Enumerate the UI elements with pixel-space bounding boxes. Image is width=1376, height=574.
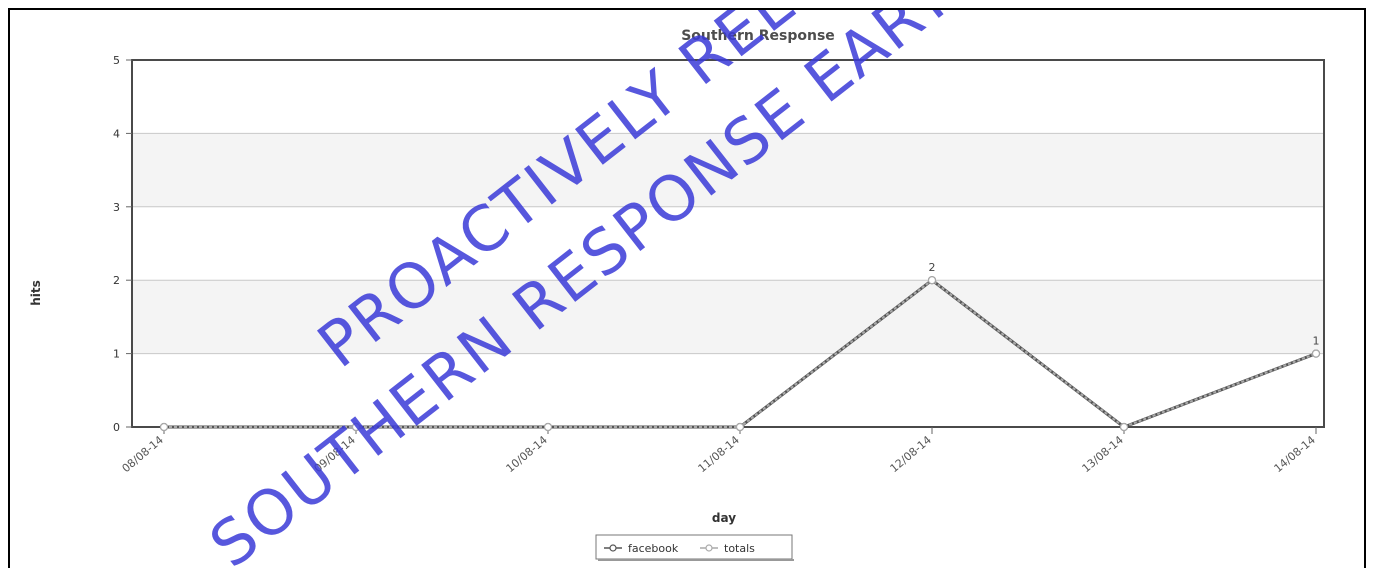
x-tick-label: 10/08-14 bbox=[504, 433, 550, 475]
x-tick-label: 11/08-14 bbox=[696, 433, 742, 475]
plot-band bbox=[132, 133, 1324, 207]
y-tick-label: 0 bbox=[113, 421, 120, 434]
data-point-totals[interactable] bbox=[927, 276, 937, 285]
legend-label: facebook bbox=[628, 542, 679, 555]
y-tick-label: 4 bbox=[113, 127, 120, 140]
chart-frame: Southern Response hits day 0 1 2 3 4 5 08/08-… bbox=[8, 8, 1366, 570]
chart-title: Southern Response bbox=[681, 28, 835, 44]
x-axis-title: day bbox=[712, 511, 736, 525]
data-label: 1 bbox=[1313, 335, 1320, 348]
plot-band bbox=[132, 280, 1324, 354]
legend-label: totals bbox=[724, 542, 755, 555]
chart-svg: Southern Response hits day 0 1 2 3 4 5 08/08-… bbox=[29, 10, 1325, 570]
legend-box bbox=[595, 534, 793, 560]
y-axis-ticks: 0 1 2 3 4 5 bbox=[113, 54, 132, 434]
legend-item-facebook[interactable]: facebook bbox=[604, 542, 679, 555]
legend-swatch-marker bbox=[705, 544, 713, 552]
legend[interactable]: facebook totals bbox=[595, 534, 794, 561]
y-tick-label: 5 bbox=[113, 54, 120, 67]
legend-item-totals[interactable]: totals bbox=[700, 542, 755, 555]
x-tick-label: 13/08-14 bbox=[1080, 433, 1126, 475]
legend-swatch-marker bbox=[609, 544, 617, 552]
y-tick-label: 2 bbox=[113, 274, 120, 287]
data-point-totals[interactable] bbox=[543, 422, 553, 432]
x-tick-label: 08/08-14 bbox=[120, 433, 166, 475]
x-tick-label: 14/08-14 bbox=[1272, 433, 1318, 475]
data-point-totals[interactable] bbox=[735, 422, 745, 432]
data-point-totals[interactable] bbox=[351, 422, 361, 432]
data-point-totals[interactable] bbox=[1119, 422, 1129, 432]
data-label: 2 bbox=[929, 261, 936, 274]
series-points bbox=[159, 276, 1321, 432]
x-tick-label: 12/08-14 bbox=[888, 433, 934, 475]
y-tick-label: 3 bbox=[113, 201, 120, 214]
data-labels: 21 bbox=[929, 261, 1320, 347]
data-point-totals[interactable] bbox=[1311, 349, 1321, 358]
y-axis-title: hits bbox=[29, 280, 43, 306]
y-tick-label: 1 bbox=[113, 348, 120, 361]
data-point-totals[interactable] bbox=[159, 422, 169, 432]
plot-bands bbox=[132, 133, 1324, 354]
